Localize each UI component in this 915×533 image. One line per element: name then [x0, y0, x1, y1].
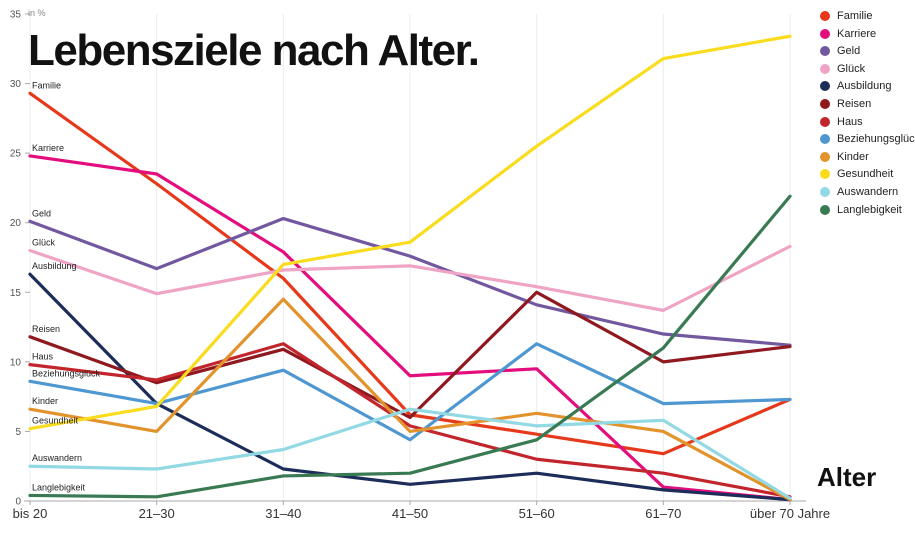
legend-dot-gesundheit: [820, 169, 830, 180]
series-label-reisen: Reisen: [32, 324, 60, 334]
legend-label: Langlebigkeit: [837, 203, 902, 216]
y-tick-label: 30: [10, 79, 22, 90]
y-axis-unit-label: in %: [28, 8, 46, 18]
series-label-gesundheit: Gesundheit: [32, 416, 79, 426]
series-label-familie: Familie: [32, 80, 61, 90]
x-tick-label: 41–50: [392, 506, 428, 521]
legend-label: Gesundheit: [837, 168, 894, 181]
legend-label: Beziehungsglück: [837, 133, 915, 146]
legend-item-auswandern: Auswandern: [820, 186, 915, 198]
y-tick-label: 5: [15, 427, 21, 438]
series-line-kinder: [28, 297, 792, 502]
legend-item-kinder: Kinder: [820, 151, 915, 163]
legend-item-gesundheit: Gesundheit: [820, 168, 915, 180]
series-line-geld: [28, 216, 792, 347]
series-line-familie: [28, 91, 792, 456]
series-line-haus: [28, 342, 792, 499]
legend-item-haus: Haus: [820, 116, 915, 128]
legend-label: Auswandern: [837, 185, 899, 198]
legend-item-langlebigkeit: Langlebigkeit: [820, 204, 915, 216]
series-label-beziehungsgluck: Beziehungsglück: [32, 368, 101, 378]
series-line-reisen: [28, 290, 792, 420]
legend-dot-kinder: [820, 151, 830, 162]
y-tick-label: 0: [15, 497, 21, 508]
legend-dot-auswandern: [820, 186, 830, 197]
series-line-gesundheit: [28, 34, 792, 431]
legend-label: Reisen: [837, 97, 872, 110]
x-axis-title: Alter: [817, 462, 877, 492]
chart-title: Lebensziele nach Alter.: [28, 26, 480, 75]
series-label-geld: Geld: [32, 208, 51, 218]
legend-item-gluck: Glück: [820, 63, 915, 75]
legend-item-karriere: Karriere: [820, 28, 915, 40]
x-tick-label: bis 20: [13, 506, 48, 521]
series-label-haus: Haus: [32, 352, 54, 362]
legend-label: Haus: [837, 115, 863, 128]
series-line-karriere: [28, 154, 792, 502]
series-label-kinder: Kinder: [32, 396, 58, 406]
legend-dot-ausbildung: [820, 81, 830, 92]
legend-dot-beziehungsgluck: [820, 134, 830, 145]
legend-dot-reisen: [820, 98, 830, 109]
series-line-auswandern: [28, 407, 792, 500]
legend-dot-karriere: [820, 28, 830, 39]
legend-item-geld: Geld: [820, 45, 915, 57]
legend-label: Karriere: [837, 27, 877, 40]
legend-dot-langlebigkeit: [820, 204, 830, 215]
x-tick-label: über 70 Jahre: [750, 506, 830, 521]
legend-item-ausbildung: Ausbildung: [820, 80, 915, 92]
legend-dot-haus: [820, 116, 830, 127]
series-label-auswandern: Auswandern: [32, 453, 82, 463]
legend-item-familie: Familie: [820, 10, 915, 22]
x-tick-label: 61–70: [645, 506, 681, 521]
series-line-gluck: [28, 244, 792, 312]
series-label-ausbildung: Ausbildung: [32, 261, 77, 271]
y-tick-label: 25: [10, 149, 22, 160]
y-tick-label: 15: [10, 288, 22, 299]
legend-label: Glück: [837, 62, 866, 75]
series-label-langlebigkeit: Langlebigkeit: [32, 482, 86, 492]
legend: Familie Karriere Geld Glück Ausbildung Reisen…: [820, 10, 915, 216]
series-line-beziehungsgluck: [28, 342, 792, 442]
legend-item-beziehungsgluck: Beziehungsglück: [820, 133, 915, 145]
legend-label: Ausbildung: [837, 80, 892, 93]
legend-label: Kinder: [837, 150, 869, 163]
legend-dot-gluck: [820, 63, 830, 74]
x-tick-label: 31–40: [265, 506, 301, 521]
legend-label: Geld: [837, 45, 861, 58]
legend-dot-geld: [820, 46, 830, 57]
y-tick-label: 35: [10, 10, 22, 21]
series-label-gluck: Glück: [32, 238, 56, 248]
x-tick-label: 21–30: [139, 506, 175, 521]
legend-item-reisen: Reisen: [820, 98, 915, 110]
series-label-karriere: Karriere: [32, 143, 64, 153]
y-tick-label: 20: [10, 218, 22, 229]
x-tick-label: 51–60: [519, 506, 555, 521]
legend-dot-familie: [820, 11, 830, 21]
y-tick-label: 10: [10, 357, 22, 368]
legend-label: Familie: [837, 10, 873, 22]
series-line-langlebigkeit: [28, 194, 792, 499]
